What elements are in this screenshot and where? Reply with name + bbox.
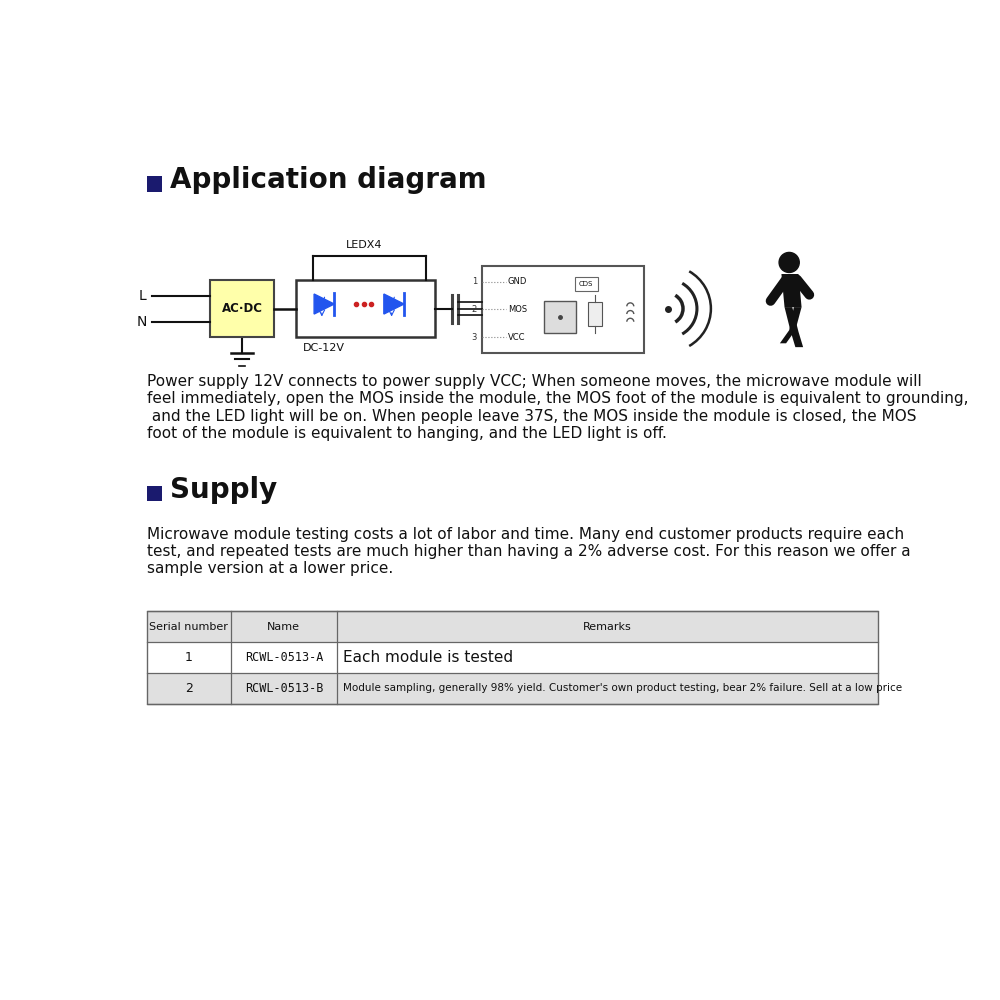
- Text: RCWL-0513-A: RCWL-0513-A: [245, 651, 323, 664]
- Text: Supply: Supply: [170, 476, 277, 504]
- Text: N: N: [136, 315, 147, 329]
- Text: Name: Name: [267, 622, 300, 632]
- Text: Power supply 12V connects to power supply VCC; When someone moves, the microwave: Power supply 12V connects to power suppl…: [147, 374, 968, 441]
- Text: GND: GND: [508, 277, 527, 286]
- Text: L: L: [139, 289, 147, 303]
- Text: AC·DC: AC·DC: [222, 302, 263, 315]
- Bar: [482, 266, 644, 353]
- Polygon shape: [384, 294, 404, 314]
- Bar: [147, 611, 878, 704]
- Bar: [147, 611, 878, 642]
- Circle shape: [779, 252, 799, 272]
- Text: Remarks: Remarks: [583, 622, 632, 632]
- Text: Microwave module testing costs a lot of labor and time. Many end customer produc: Microwave module testing costs a lot of …: [147, 527, 910, 576]
- Bar: [588, 302, 602, 326]
- Text: LEDX4: LEDX4: [345, 240, 382, 250]
- Text: 1: 1: [472, 277, 477, 286]
- Bar: [574, 277, 598, 291]
- Text: VCC: VCC: [508, 333, 525, 342]
- Bar: [147, 486, 162, 501]
- Text: RCWL-0513-B: RCWL-0513-B: [245, 682, 323, 695]
- Polygon shape: [781, 274, 802, 307]
- Polygon shape: [314, 294, 334, 314]
- Text: DC-12V: DC-12V: [303, 343, 345, 353]
- Text: 1: 1: [185, 651, 193, 664]
- Text: Module sampling, generally 98% yield. Customer's own product testing, bear 2% fa: Module sampling, generally 98% yield. Cu…: [343, 683, 902, 693]
- Text: 2: 2: [185, 682, 193, 695]
- Bar: [147, 673, 878, 704]
- Bar: [296, 280, 435, 337]
- Polygon shape: [785, 307, 803, 347]
- Text: MOS: MOS: [508, 305, 527, 314]
- Text: 2: 2: [472, 305, 477, 314]
- Text: 3: 3: [471, 333, 477, 342]
- Bar: [147, 176, 162, 192]
- Text: CDS: CDS: [579, 281, 593, 287]
- Bar: [544, 301, 576, 333]
- FancyBboxPatch shape: [210, 280, 274, 337]
- Text: Application diagram: Application diagram: [170, 166, 487, 194]
- Polygon shape: [780, 307, 802, 343]
- Text: Each module is tested: Each module is tested: [343, 650, 513, 665]
- Text: Serial number: Serial number: [149, 622, 228, 632]
- Bar: [147, 642, 878, 673]
